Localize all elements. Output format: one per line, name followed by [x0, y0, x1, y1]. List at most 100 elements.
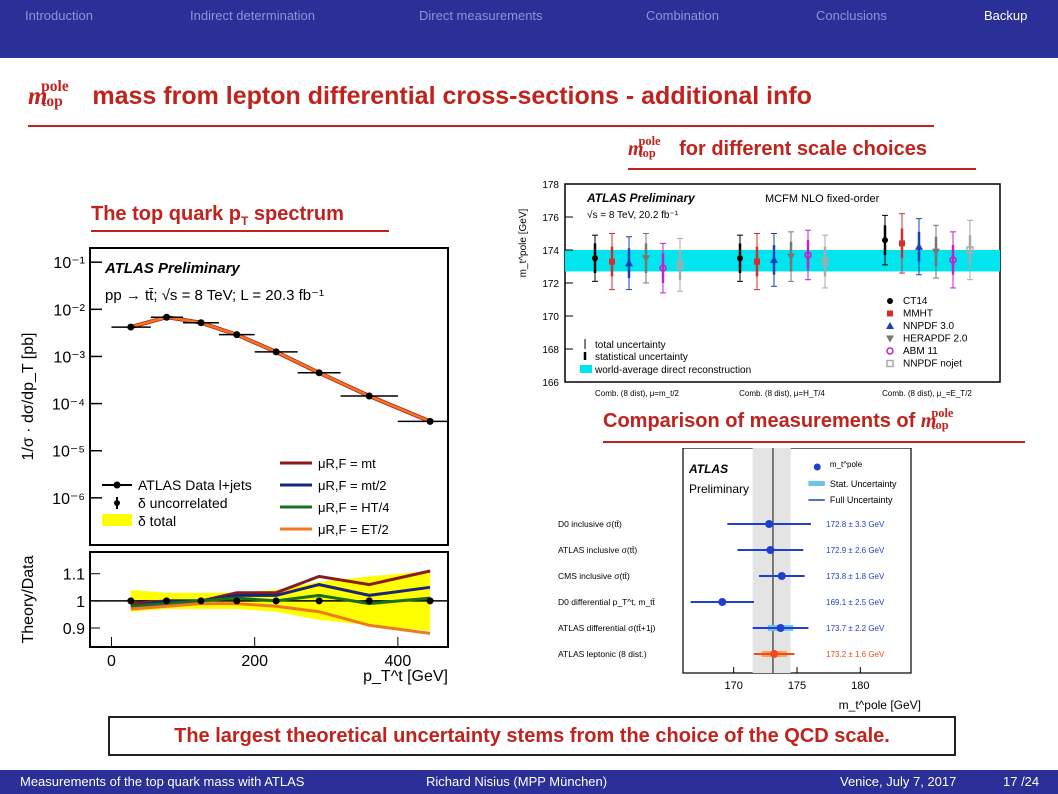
legend-marker-stat	[808, 481, 825, 486]
ratio-data-point	[233, 597, 241, 605]
footer-page-number: 17 /24	[1003, 774, 1040, 789]
measurement-comparison-chart: ATLAS Preliminary m_t^pole Stat. Uncertaint…	[558, 448, 921, 712]
x-axis-label: p_T^t [GeV]	[363, 668, 448, 685]
data-point	[887, 298, 893, 304]
data-point	[949, 256, 957, 264]
y-tick-label: 172	[542, 279, 559, 290]
x-tick-label: 175	[788, 680, 806, 692]
measurement-value: 169.1 ± 2.5 GeV	[826, 598, 885, 607]
data-point	[127, 323, 135, 331]
legend-marker-uncorrelated-point	[114, 500, 120, 506]
section-underline	[91, 230, 389, 232]
measurement-point	[777, 572, 786, 580]
data-point	[886, 335, 894, 343]
footer-bar: Measurements of the top quark mass with …	[0, 770, 1058, 794]
legend-label: μR,F = ET/2	[318, 522, 389, 537]
legend-label: ATLAS Data l+jets	[138, 477, 252, 493]
legend-label: NNPDF nojet	[903, 359, 962, 370]
measurement-point	[766, 546, 775, 554]
ratio-y-tick-label: 0.9	[63, 621, 85, 638]
data-point	[365, 392, 373, 400]
y-tick-label: 10⁻⁴	[52, 397, 85, 414]
energy-label: √s = 8 TeV, 20.2 fb⁻¹	[587, 209, 679, 221]
ratio-y-axis-label: Theory/Data	[20, 555, 37, 643]
data-point	[966, 246, 974, 254]
method-label: MCFM NLO fixed-order	[765, 193, 880, 205]
legend-label: Stat. Uncertainty	[830, 479, 897, 489]
navigation-bar: Introduction Indirect determination Dire…	[0, 0, 1058, 58]
ratio-data-point	[426, 597, 434, 605]
data-point	[770, 255, 778, 263]
legend-label: HERAPDF 2.0	[903, 334, 968, 345]
data-point	[272, 348, 280, 356]
measurement-point	[765, 520, 774, 528]
preliminary-label: Preliminary	[689, 482, 749, 496]
group-label: Comb. (8 dist), μ_=E_T/2	[882, 389, 972, 398]
x-tick-label: 0	[107, 653, 116, 670]
process-label: pp → tt̄; √s = 8 TeV; L = 20.3 fb⁻¹	[105, 287, 324, 304]
atlas-label: ATLAS Preliminary	[586, 191, 696, 205]
x-tick-label: 200	[241, 653, 268, 670]
y-tick-label: 174	[542, 246, 559, 257]
measurement-label: ATLAS leptonic (8 dist.)	[558, 649, 647, 659]
main-plot-frame	[89, 247, 449, 546]
nav-introduction[interactable]: Introduction	[25, 8, 93, 23]
ratio-series-line	[130, 602, 431, 635]
measurement-point	[770, 650, 779, 658]
data-point	[676, 261, 684, 269]
y-tick-label: 10⁻⁶	[52, 491, 85, 508]
slide-title: m pole top mass from lepton differential c…	[28, 78, 812, 111]
data-point	[899, 240, 905, 247]
section-title-scale-choices: m pole top for different scale choices	[628, 133, 927, 161]
y-axis-label: 1/σ · dσ/dp_T [pb]	[20, 333, 37, 461]
data-point	[886, 359, 894, 368]
data-point	[886, 347, 894, 355]
footer-venue-date: Venice, July 7, 2017	[840, 774, 957, 789]
measurement-label: D0 differential p_T^t, m_tt̄	[558, 597, 656, 607]
data-point	[233, 331, 241, 339]
nav-conclusions[interactable]: Conclusions	[816, 8, 887, 23]
slide-title-text: mass from lepton differential cross-sect…	[85, 82, 812, 110]
measurement-point	[718, 598, 727, 606]
data-point	[804, 251, 812, 259]
y-axis-label: m_t^pole [GeV]	[518, 208, 529, 277]
legend-marker-band	[580, 365, 592, 373]
nav-backup[interactable]: Backup	[984, 8, 1028, 23]
group-label: Comb. (8 dist), μ=m_t/2	[595, 389, 680, 398]
reference-band	[752, 448, 791, 673]
ratio-data-point	[315, 597, 323, 605]
theory-curve-et2	[130, 315, 431, 423]
measurement-label: ATLAS differential σ(tt̄+1j)	[558, 623, 655, 633]
legend-marker-data-point	[113, 481, 121, 489]
nav-direct-measurements[interactable]: Direct measurements	[419, 8, 543, 23]
data-point	[821, 257, 829, 266]
measurement-label: D0 inclusive σ(tt̄)	[558, 519, 622, 529]
nav-indirect-determination[interactable]: Indirect determination	[190, 8, 316, 23]
section-underline	[628, 168, 976, 170]
section-underline	[603, 441, 1025, 443]
theory-curve-mt	[130, 315, 431, 424]
legend-label: NNPDF 3.0	[903, 321, 955, 332]
data-point	[659, 264, 667, 272]
measurement-value: 173.7 ± 2.2 GeV	[826, 624, 885, 633]
data-point	[787, 253, 795, 261]
legend-label: δ uncorrelated	[138, 495, 228, 511]
x-tick-label: 170	[724, 680, 742, 692]
data-point	[625, 259, 633, 267]
y-tick-label: 176	[542, 213, 559, 224]
measurement-value: 172.8 ± 3.3 GeV	[826, 520, 885, 529]
ratio-data-point	[197, 597, 205, 605]
measurement-value: 172.9 ± 2.6 GeV	[826, 546, 885, 555]
legend-label: CT14	[903, 296, 928, 307]
ratio-data-point	[163, 597, 171, 605]
legend-label: world-average direct reconstruction	[594, 365, 751, 376]
data-point	[737, 255, 743, 262]
x-tick-label: 400	[385, 653, 412, 670]
y-tick-label: 170	[542, 312, 559, 323]
legend-label: total uncertainty	[595, 340, 666, 351]
section-title-pt-spectrum: The top quark pT spectrum	[91, 203, 344, 228]
data-point	[887, 310, 893, 317]
data-point	[754, 258, 760, 265]
nav-combination[interactable]: Combination	[646, 8, 719, 23]
legend-marker-total	[102, 514, 132, 526]
